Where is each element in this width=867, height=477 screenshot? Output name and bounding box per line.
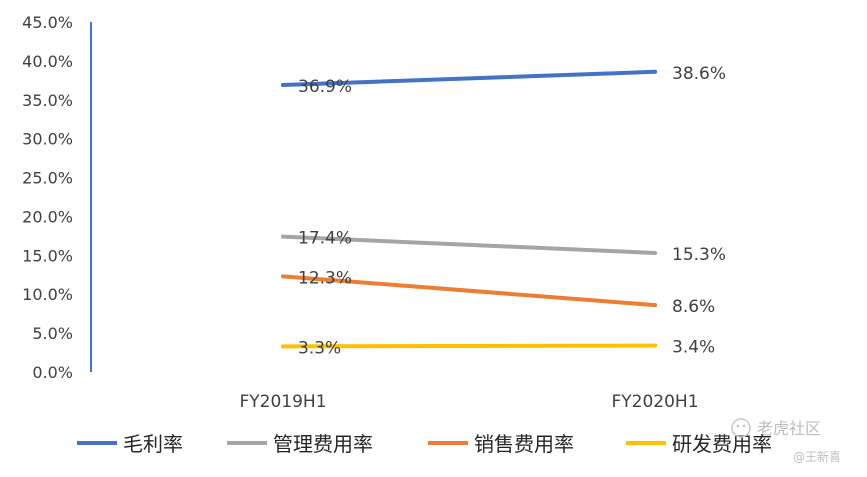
data-label: 36.9% xyxy=(298,77,352,97)
legend-label: 毛利率 xyxy=(123,432,183,456)
data-label: 3.3% xyxy=(298,338,341,358)
y-tick-label: 45.0% xyxy=(22,13,73,32)
y-tick-label: 10.0% xyxy=(22,285,73,304)
legend-label: 管理费用率 xyxy=(273,432,373,456)
data-label: 12.3% xyxy=(298,268,352,288)
watermark-text: 老虎社区 xyxy=(757,419,821,438)
x-category-label: FY2020H1 xyxy=(611,392,698,412)
legend-label: 销售费用率 xyxy=(474,432,574,456)
series-lines xyxy=(281,69,657,349)
y-tick-label: 5.0% xyxy=(32,324,73,343)
x-category-label: FY2019H1 xyxy=(239,392,326,412)
data-point xyxy=(281,274,285,279)
series-line xyxy=(281,234,657,255)
data-point xyxy=(281,83,285,87)
y-tick-label: 15.0% xyxy=(22,246,73,265)
legend-label: 研发费用率 xyxy=(672,432,772,456)
series-line xyxy=(281,274,657,308)
data-label: 8.6% xyxy=(672,297,715,317)
data-labels: 36.9% 38.6% 17.4% 15.3% 12.3% 8.6% 3.3% 3.4% xyxy=(298,64,726,359)
data-point xyxy=(653,343,657,348)
data-point xyxy=(281,234,285,239)
y-tick-label: 40.0% xyxy=(22,52,73,71)
data-label: 17.4% xyxy=(298,229,352,249)
tiger-community-icon xyxy=(731,418,751,438)
data-point xyxy=(653,251,657,255)
legend: 毛利率 管理费用率 销售费用率 研发费用率 xyxy=(77,432,772,456)
x-axis-categories: FY2019H1 FY2020H1 xyxy=(239,392,698,412)
data-point xyxy=(653,303,657,308)
y-tick-label: 35.0% xyxy=(22,91,73,110)
data-label: 38.6% xyxy=(672,64,726,84)
data-label: 3.4% xyxy=(672,338,715,358)
series-line xyxy=(281,69,657,87)
watermark: 老虎社区 @王新喜 xyxy=(731,418,841,464)
data-label: 15.3% xyxy=(672,245,726,265)
data-point xyxy=(281,344,285,349)
watermark-author: @王新喜 xyxy=(793,449,841,464)
data-point xyxy=(653,69,657,74)
series-line xyxy=(281,343,657,349)
y-tick-label: 25.0% xyxy=(22,169,73,188)
y-tick-label: 30.0% xyxy=(22,130,73,149)
y-axis-ticks: 0.0% 5.0% 10.0% 15.0% 20.0% 25.0% 30.0% 35.0% 40… xyxy=(22,13,73,382)
y-tick-label: 0.0% xyxy=(32,363,73,382)
y-tick-label: 20.0% xyxy=(22,207,73,226)
